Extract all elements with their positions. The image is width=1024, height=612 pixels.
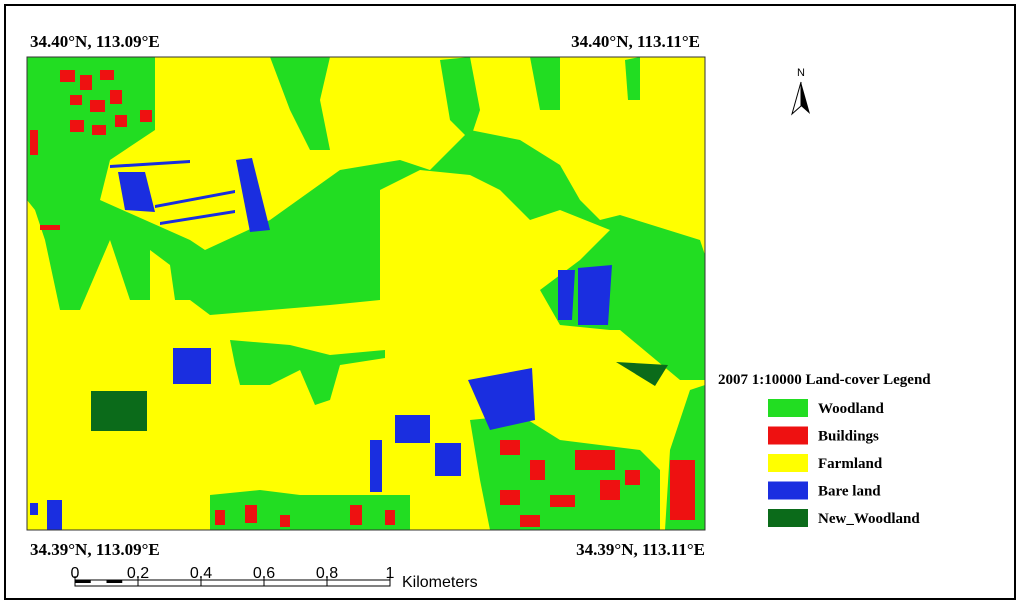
legend-label: New_Woodland	[818, 511, 920, 527]
legend-swatch	[768, 426, 808, 445]
legend-label: Bare land	[818, 484, 881, 500]
scale-segment	[75, 580, 91, 583]
legend-label: Buildings	[818, 429, 879, 445]
legend-swatch	[768, 454, 808, 472]
legend-swatch	[768, 481, 808, 500]
north-arrow: N	[791, 67, 810, 116]
scale-label: 1	[386, 565, 395, 582]
scale-label: 0.4	[190, 565, 212, 582]
scale-segment	[106, 580, 123, 583]
legend-label: Woodland	[818, 401, 885, 417]
legend-swatch	[768, 399, 808, 417]
map	[26, 56, 706, 531]
corner-label: 34.40°N, 113.11°E	[571, 32, 700, 51]
legend-swatch	[768, 509, 808, 527]
scale-label: 0.6	[253, 565, 275, 582]
legend-title: 2007 1:10000 Land-cover Legend	[718, 372, 931, 388]
scale-label: 0.8	[316, 565, 338, 582]
scale-label: 0.2	[127, 565, 149, 582]
north-label: N	[797, 67, 805, 79]
corner-label: 34.39°N, 113.11°E	[576, 540, 705, 559]
scale-bar: 0 0.2 0.4 0.6 0.8 1 Kilometers	[71, 565, 478, 591]
buildings	[30, 70, 695, 527]
legend-label: Farmland	[818, 456, 883, 472]
bare-land	[30, 158, 612, 530]
new-woodland	[91, 362, 668, 431]
corner-label: 34.39°N, 113.09°E	[30, 540, 160, 559]
legend: Woodland Buildings Farmland Bare land New_Wo…	[768, 399, 920, 527]
scale-label: 0	[71, 565, 80, 582]
scale-unit: Kilometers	[402, 574, 478, 591]
corner-label: 34.40°N, 113.09°E	[30, 32, 160, 51]
